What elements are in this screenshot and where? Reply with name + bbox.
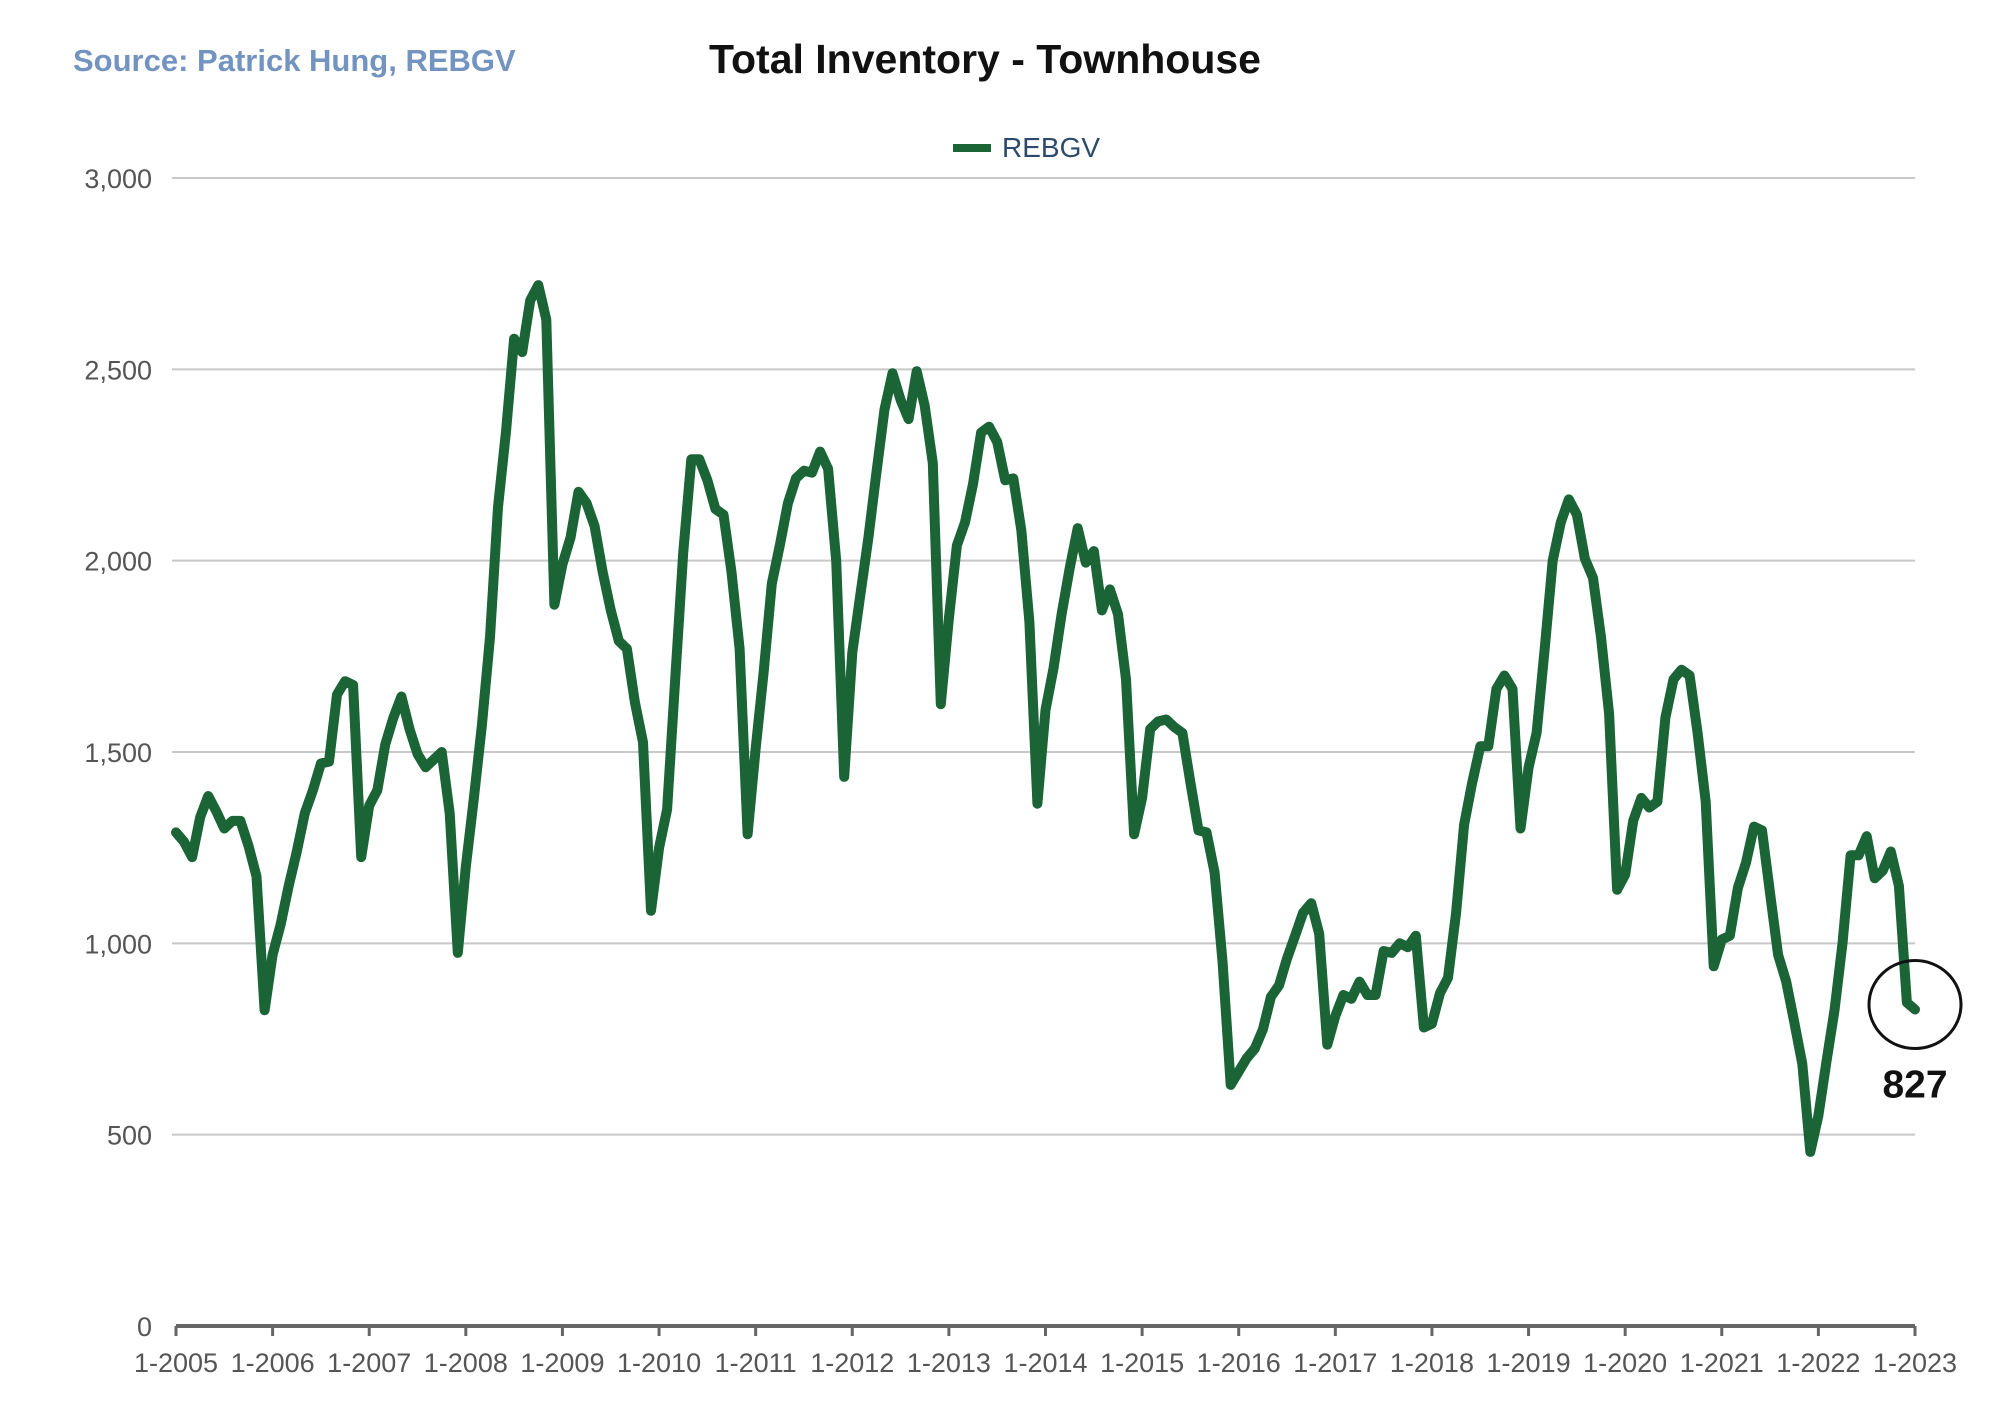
y-tick-label: 500 [107,1121,152,1151]
x-tick-label: 1-2010 [617,1348,701,1378]
y-tick-label: 2,000 [84,547,152,577]
legend-label-rebgv: REBGV [1002,132,1100,163]
legend: REBGV [953,132,1100,163]
x-tick-label: 1-2021 [1680,1348,1764,1378]
x-tick-label: 1-2017 [1293,1348,1377,1378]
callout-value-label: 827 [1882,1064,1947,1107]
x-tick-label: 1-2011 [715,1348,797,1378]
x-tick-label: 1-2014 [1003,1348,1087,1378]
x-tick-label: 1-2015 [1100,1348,1184,1378]
callout-circle [1867,959,1963,1051]
chart-title: Total Inventory - Townhouse [709,36,1261,82]
x-tick-label: 1-2007 [327,1348,411,1378]
y-tick-label: 1,500 [84,738,152,768]
latest-value-callout: 827 [1867,959,1963,1107]
y-tick-label: 2,500 [84,355,152,385]
y-gridlines [172,177,1915,1136]
y-tick-label: 3,000 [84,164,152,194]
x-tick-label: 1-2022 [1776,1348,1860,1378]
y-axis-tick-labels: 0 500 1,000 1,500 2,000 2,500 3,000 [84,164,152,1342]
x-tick-label: 1-2012 [810,1348,894,1378]
x-tick-label: 1-2018 [1390,1348,1474,1378]
y-tick-label: 1,000 [84,929,152,959]
y-tick-label: 0 [137,1312,152,1342]
series-line-rebgv [171,280,1920,1157]
x-tick-label: 1-2008 [424,1348,508,1378]
x-axis [174,1324,1917,1336]
x-axis-tick-labels: 1-2005 1-2006 1-2007 1-2008 1-2009 1-2010 1-20… [134,1348,1957,1378]
x-tick-label: 1-2006 [231,1348,315,1378]
x-tick-label: 1-2016 [1197,1348,1281,1378]
x-tick-label: 1-2019 [1487,1348,1571,1378]
x-tick-label: 1-2020 [1583,1348,1667,1378]
source-note: Source: Patrick Hung, REBGV [73,43,516,78]
x-tick-label: 1-2023 [1873,1348,1957,1378]
x-tick-label: 1-2005 [134,1348,218,1378]
x-tick-label: 1-2013 [907,1348,991,1378]
x-tick-label: 1-2009 [520,1348,604,1378]
